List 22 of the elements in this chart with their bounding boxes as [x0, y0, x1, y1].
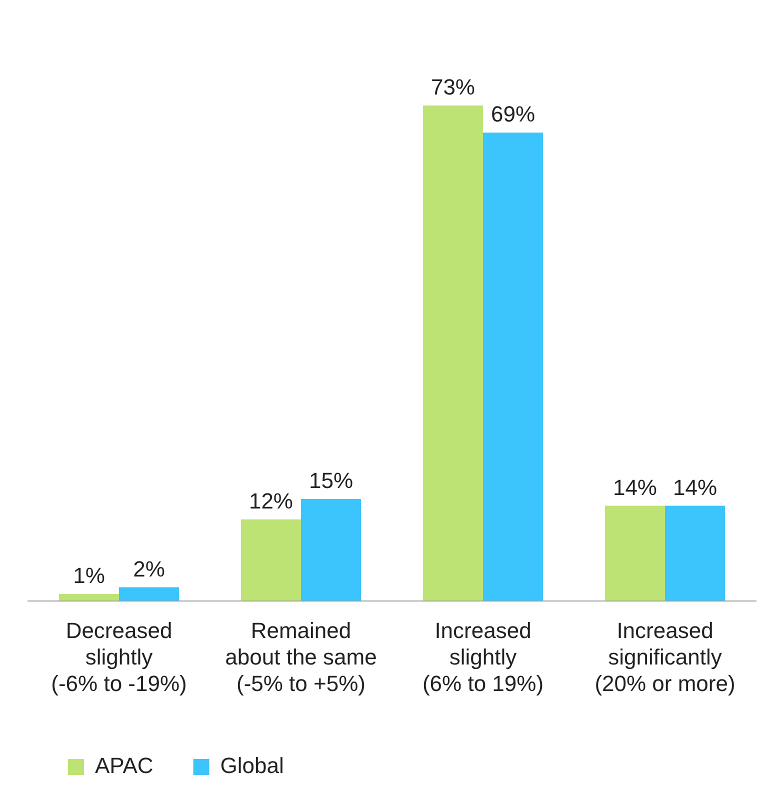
bar: [301, 499, 362, 601]
x-tick-label: Decreased slightly (-6% to -19%): [51, 618, 187, 696]
data-label: 73%: [430, 74, 475, 100]
bar: [422, 105, 483, 601]
bar: [604, 506, 665, 601]
data-label: 14%: [612, 474, 657, 500]
x-tick-label: Increased significantly (20% or more): [594, 618, 736, 696]
bar: [58, 594, 119, 601]
bar: [483, 132, 544, 601]
legend-label: APAC: [95, 753, 154, 778]
bar: [240, 519, 301, 601]
data-label: 15%: [309, 468, 354, 494]
x-tick-label: Increased slightly (6% to 19%): [422, 618, 544, 696]
data-label: 14%: [673, 474, 718, 500]
x-tick-label: Remained about the same (-5% to +5%): [225, 618, 377, 696]
data-label: 1%: [73, 563, 105, 588]
legend-label: Global: [220, 753, 284, 778]
bar: [119, 587, 180, 601]
data-label: 69%: [491, 102, 536, 127]
data-label: 12%: [248, 488, 293, 514]
bar: [665, 506, 726, 601]
data-label: 2%: [133, 556, 165, 582]
